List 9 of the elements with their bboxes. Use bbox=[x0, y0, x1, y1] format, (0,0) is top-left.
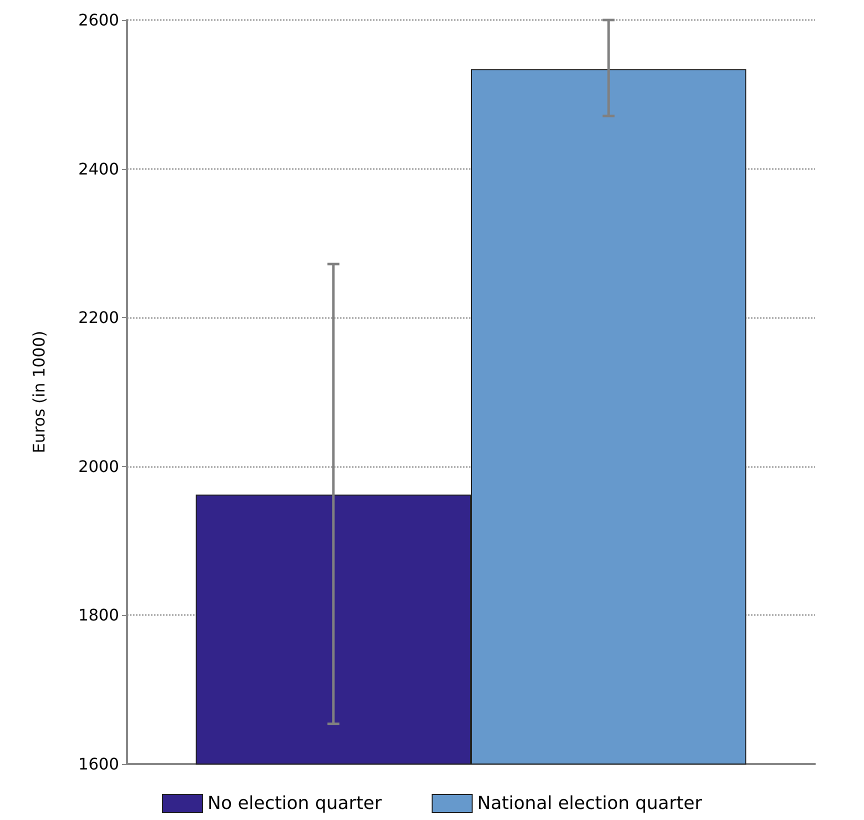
legend-label: No election quarter bbox=[207, 793, 382, 814]
y-tick-label: 1600 bbox=[78, 754, 119, 774]
y-tick-label: 2000 bbox=[78, 456, 119, 476]
y-axis-title: Euros (in 1000) bbox=[30, 330, 48, 454]
y-tick-label: 2400 bbox=[78, 159, 119, 178]
y-tick-label: 2200 bbox=[78, 308, 119, 328]
legend-label: National election quarter bbox=[477, 793, 703, 814]
y-tick-label: 2600 bbox=[78, 10, 119, 30]
y-tick-label: 1800 bbox=[78, 606, 119, 625]
